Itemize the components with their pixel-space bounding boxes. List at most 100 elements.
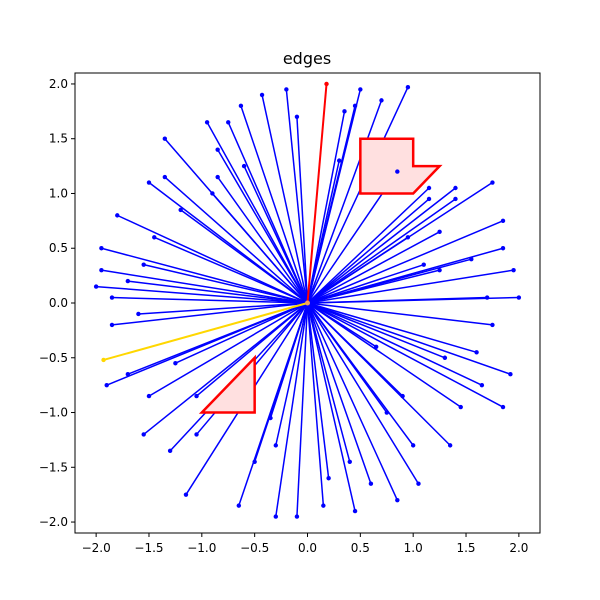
edge-endpoint (146, 393, 152, 399)
edge-endpoint (508, 371, 513, 377)
edge-endpoint (358, 87, 363, 92)
edge-endpoint (136, 311, 141, 317)
edge-endpoint (93, 284, 99, 289)
edge-endpoint (447, 443, 453, 448)
edge-line (307, 302, 493, 326)
edge-endpoint (152, 235, 157, 240)
edge-endpoint (115, 213, 120, 218)
x-tick-label: −0.5 (240, 541, 269, 555)
edge-line (164, 176, 308, 304)
edge-endpoint (141, 262, 146, 267)
x-tick-label: 0.5 (351, 541, 370, 555)
edge-line (217, 149, 309, 304)
edge-endpoint (99, 246, 104, 251)
edge-line (275, 302, 309, 517)
edge-endpoint (342, 109, 347, 114)
edge-endpoint (125, 278, 131, 284)
edge-endpoint (395, 497, 400, 503)
edge-line (243, 165, 309, 304)
edge-endpoint (273, 443, 278, 448)
edge-line (307, 296, 488, 304)
y-tick-label: 0.0 (49, 296, 68, 310)
edge-endpoint (352, 103, 358, 109)
edge-line (306, 100, 383, 304)
edge-endpoint (352, 508, 358, 514)
edge-endpoint (321, 503, 326, 508)
edge-endpoint (194, 432, 199, 437)
edge-line (306, 111, 346, 304)
edge-line (148, 302, 308, 397)
edge-endpoint (238, 103, 244, 109)
edge-endpoint (500, 246, 506, 251)
edge-endpoint (479, 382, 485, 388)
edge-line (175, 302, 308, 364)
edge-line (285, 89, 309, 304)
edge-line (153, 236, 308, 304)
edge-line (307, 220, 504, 304)
edge-endpoint (426, 196, 432, 202)
edge-line (307, 269, 514, 304)
edge-line (307, 302, 477, 354)
edge-endpoint (453, 185, 458, 191)
edge-line (296, 116, 309, 304)
edge-line (307, 302, 504, 408)
x-tick-label: −2.0 (82, 541, 111, 555)
edge-endpoint (405, 85, 411, 90)
edge-endpoint (326, 476, 331, 481)
edge-line (307, 263, 424, 304)
edge-endpoint (421, 262, 426, 267)
x-tick-label: 1.5 (456, 541, 475, 555)
edge-line (307, 302, 462, 408)
edge-line (96, 285, 308, 304)
edge-line (306, 187, 430, 304)
edge-line (180, 209, 308, 304)
edge-endpoint (373, 344, 379, 350)
x-tick-label: −1.5 (134, 541, 163, 555)
highlight-endpoint (101, 357, 106, 363)
edge-endpoint (226, 120, 231, 125)
edge-line (306, 302, 414, 446)
edge-endpoint (167, 448, 173, 454)
y-tick-label: 1.5 (49, 132, 68, 146)
edge-endpoint (437, 229, 442, 235)
edge-line (306, 302, 356, 512)
edge-line (306, 160, 340, 304)
edge-endpoint (109, 322, 115, 328)
edge-endpoint (210, 191, 215, 196)
highlight-endpoint (324, 81, 329, 87)
edge-line (307, 302, 446, 359)
edge-endpoint (368, 481, 374, 486)
highlight-edge (306, 83, 328, 304)
edge-endpoint (500, 404, 506, 410)
edge-endpoint (204, 120, 210, 125)
y-axis: −2.0 −1.5 −1.0 −0.5 0.0 0.5 1.0 1.5 2.0 (39, 77, 75, 529)
edge-line (217, 176, 309, 304)
edge-endpoint (437, 267, 442, 273)
edge-endpoint (294, 114, 300, 120)
center-node (305, 300, 310, 306)
edge-endpoint (400, 393, 405, 399)
edge-endpoint (259, 92, 265, 98)
edge-endpoint (516, 295, 522, 300)
edge-line (306, 302, 399, 501)
edge-line (307, 258, 472, 304)
edge-line (306, 86, 409, 304)
y-tick-label: −0.5 (39, 351, 68, 365)
edge-endpoint (490, 322, 495, 328)
edge-line (127, 302, 308, 375)
edge-line (307, 198, 456, 304)
edge-endpoint (379, 98, 384, 103)
highlight-polygon (198, 354, 256, 414)
edge-endpoint (442, 355, 448, 360)
y-tick-label: 2.0 (49, 77, 68, 91)
edge-line (306, 302, 325, 506)
edge-line (240, 105, 309, 304)
edge-endpoint (395, 169, 400, 174)
edge-endpoint (484, 295, 490, 300)
edge-line (306, 302, 372, 484)
x-tick-label: 1.0 (404, 541, 423, 555)
y-tick-label: 1.0 (49, 186, 68, 200)
edge-endpoint (241, 163, 247, 169)
edge-line (211, 192, 309, 304)
